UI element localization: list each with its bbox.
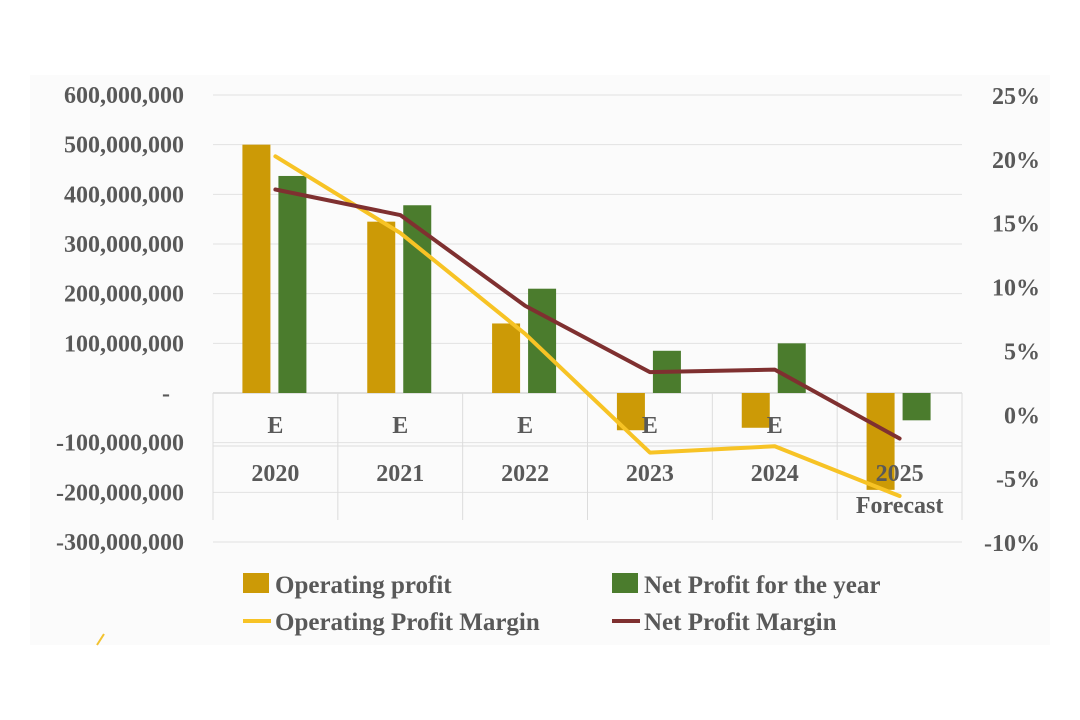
legend: Operating profit Net Profit for the year O… xyxy=(243,572,880,636)
left-axis-ticks: 600,000,000 500,000,000 400,000,000 300,000… xyxy=(56,83,184,556)
right-axis-tick-label: -5% xyxy=(996,467,1040,493)
left-axis-tick-label: 500,000,000 xyxy=(64,133,184,159)
category-sublabel: E xyxy=(267,413,283,439)
right-axis-tick-label: 10% xyxy=(992,276,1040,302)
right-axis-tick-label: 5% xyxy=(1004,339,1040,365)
stray-mark xyxy=(96,633,105,646)
right-axis-tick-label: -10% xyxy=(984,531,1040,557)
category-sublabel: E xyxy=(767,413,783,439)
operating-profit-bar xyxy=(492,323,521,393)
left-axis-tick-label: 200,000,000 xyxy=(64,282,184,308)
left-axis-tick-label: - xyxy=(162,381,170,407)
right-axis-tick-label: 20% xyxy=(992,148,1040,174)
legend-label: Net Profit for the year xyxy=(644,572,880,599)
category-sublabel: E xyxy=(642,413,658,439)
line-series xyxy=(273,154,902,499)
category-label: 2022 xyxy=(501,461,549,487)
left-axis-tick-label: 100,000,000 xyxy=(64,331,184,357)
category-note: Forecast xyxy=(856,493,944,519)
left-axis-tick-label: 300,000,000 xyxy=(64,232,184,258)
net-profit-bar xyxy=(902,393,931,421)
category-labels: E 2020 E 2021 E 2022 E 2023 E 2024 2025 Forecast xyxy=(251,413,943,519)
category-sublabel: E xyxy=(517,413,533,439)
operating-profit-bar xyxy=(741,393,770,428)
left-axis-tick-label: -200,000,000 xyxy=(56,480,184,506)
category-label: 2025 xyxy=(876,461,924,487)
left-axis-tick-label: 400,000,000 xyxy=(64,182,184,208)
operating-profit-bar xyxy=(866,393,895,490)
category-label: 2024 xyxy=(751,461,799,487)
operating-profit-bar xyxy=(367,221,396,393)
category-sublabel: E xyxy=(392,413,408,439)
category-label: 2021 xyxy=(376,461,424,487)
category-label: 2020 xyxy=(251,461,299,487)
category-label: 2023 xyxy=(626,461,674,487)
legend-swatch xyxy=(612,573,638,593)
bar-series xyxy=(242,144,931,490)
net-profit-margin-line xyxy=(273,187,902,441)
left-axis-tick-label: 600,000,000 xyxy=(64,83,184,109)
legend-label: Operating Profit Margin xyxy=(275,609,540,636)
right-axis-ticks: 25% 20% 15% 10% 5% 0% -5% -10% xyxy=(984,84,1040,557)
right-axis-tick-label: 15% xyxy=(992,212,1040,238)
left-axis-tick-label: -300,000,000 xyxy=(56,530,184,556)
legend-label: Operating profit xyxy=(275,572,452,599)
legend-swatch xyxy=(243,573,269,593)
net-profit-bar xyxy=(278,175,307,393)
operating-profit-bar xyxy=(242,144,271,393)
right-axis-tick-label: 25% xyxy=(992,84,1040,110)
right-axis-tick-label: 0% xyxy=(1004,403,1040,429)
legend-label: Net Profit Margin xyxy=(644,609,837,636)
operating-profit-margin-line xyxy=(273,154,902,499)
left-axis-tick-label: -100,000,000 xyxy=(56,431,184,457)
